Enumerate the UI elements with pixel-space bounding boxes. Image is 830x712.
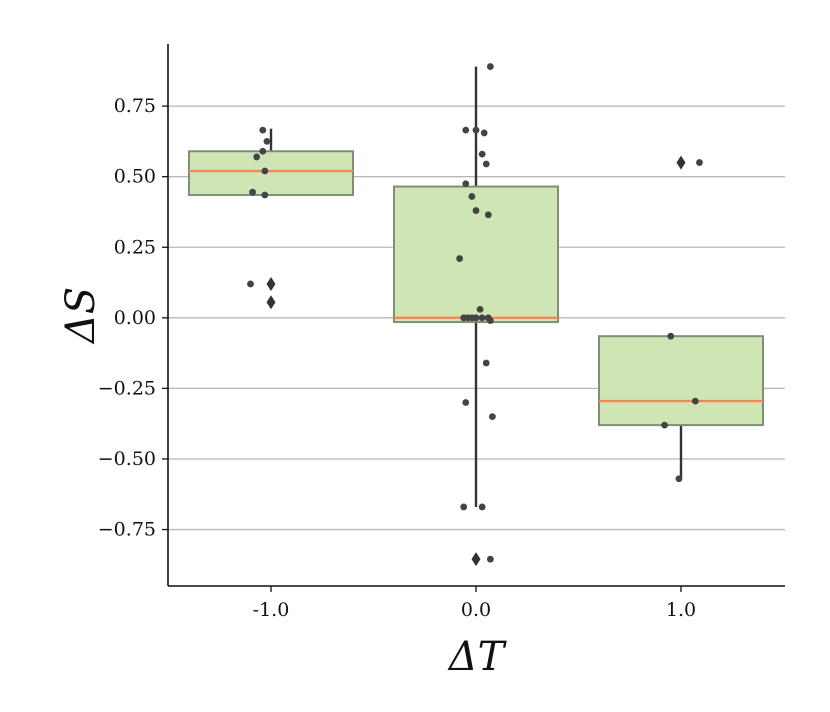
box-iqr: [188, 150, 354, 197]
outlier-marker: [471, 552, 481, 567]
data-point: [259, 126, 267, 134]
data-point: [484, 211, 492, 219]
data-point: [675, 475, 683, 483]
data-point: [456, 255, 463, 262]
y-tick-label: 0.00: [114, 307, 156, 329]
data-point: [486, 63, 494, 70]
data-point: [472, 207, 480, 214]
data-point: [247, 280, 254, 288]
box-iqr: [393, 185, 559, 324]
x-tick-label: 1.0: [666, 599, 696, 621]
y-tick-label: −0.50: [98, 448, 156, 470]
data-point: [462, 399, 470, 406]
data-point: [259, 147, 267, 155]
data-point: [486, 317, 494, 325]
data-point: [478, 503, 486, 511]
data-point: [482, 160, 490, 168]
boxes: [188, 66, 764, 567]
outlier-marker: [676, 155, 686, 170]
y-tick-label: −0.75: [98, 519, 156, 541]
data-point: [249, 188, 256, 196]
data-point: [263, 137, 271, 145]
data-point: [468, 193, 476, 200]
data-point: [486, 555, 494, 563]
data-point: [482, 359, 490, 367]
x-axis-title: ΔT: [447, 634, 508, 680]
y-axis-title: ΔS: [58, 287, 104, 345]
data-point: [462, 180, 470, 188]
box-iqr: [598, 335, 764, 427]
x-tick-label: -1.0: [253, 599, 290, 621]
data-point: [478, 314, 486, 322]
y-tick-label: −0.25: [98, 377, 156, 399]
outlier-marker: [266, 295, 276, 310]
data-point: [472, 314, 480, 322]
y-tick-label: 0.25: [114, 236, 156, 258]
data-point: [460, 503, 468, 511]
data-point: [691, 397, 699, 405]
data-point: [661, 421, 668, 429]
data-point: [462, 126, 470, 134]
outlier-marker: [266, 276, 276, 291]
data-point: [261, 167, 269, 175]
data-point: [667, 332, 675, 340]
data-point: [489, 413, 496, 421]
data-point: [472, 126, 480, 134]
data-point: [261, 191, 269, 199]
data-point: [480, 129, 488, 137]
tick-labels: 0.75 0.50 0.25 0.00 −0.25 −0.50 −0.75 -1.0 0.0 1.…: [98, 95, 696, 621]
y-tick-label: 0.50: [114, 166, 156, 188]
x-tick-label: 0.0: [461, 599, 491, 621]
data-point: [476, 305, 484, 313]
data-point: [253, 153, 261, 161]
data-points: [247, 63, 703, 563]
y-tick-label: 0.75: [114, 95, 156, 117]
data-point: [478, 150, 486, 158]
data-point: [696, 159, 703, 166]
